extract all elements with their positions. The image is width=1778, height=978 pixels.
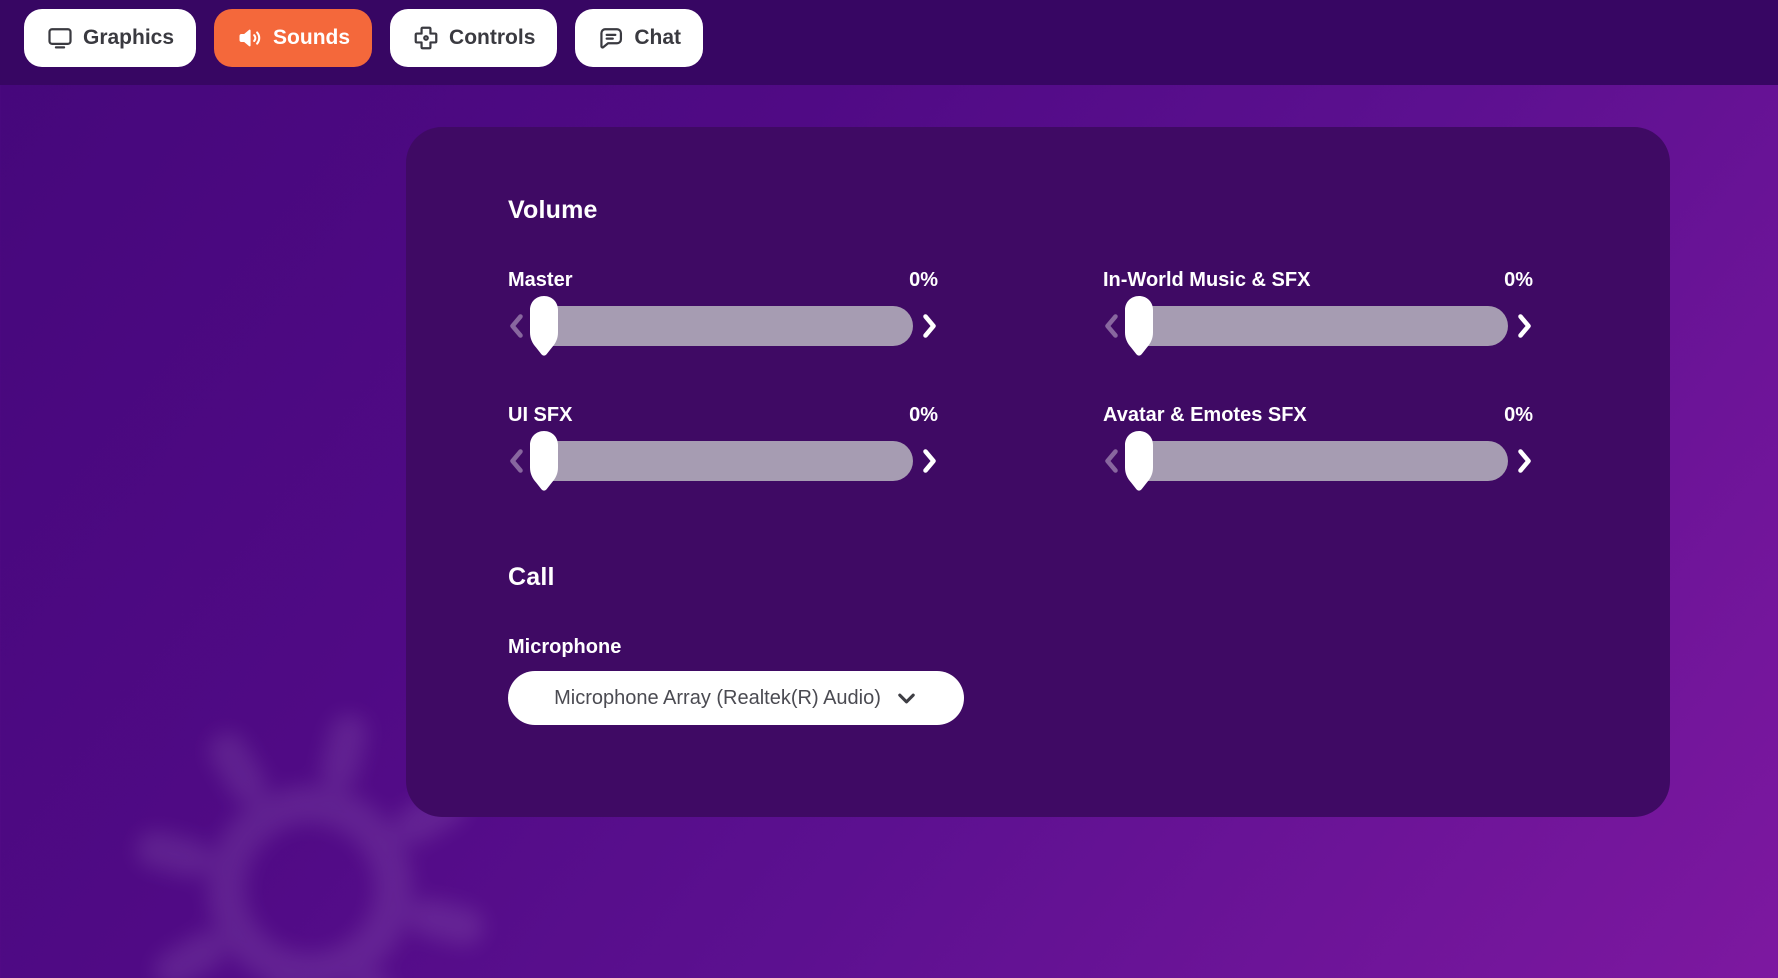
slider-in-world-music-sfx: In-World Music & SFX 0% [1103, 269, 1533, 357]
slider-thumb[interactable] [529, 295, 559, 357]
volume-slider-grid: Master 0% In-World Music & SF [508, 269, 1670, 492]
chevron-left-icon [510, 449, 523, 473]
call-section: Call Microphone Microphone Array (Realte… [508, 564, 1670, 725]
tab-label: Chat [634, 26, 682, 49]
tab-controls[interactable]: Controls [390, 9, 558, 67]
slider-increase-button[interactable] [921, 448, 938, 474]
microphone-label: Microphone [508, 636, 622, 658]
settings-tab-bar: Graphics Sounds Controls Chat [0, 0, 1778, 85]
slider-value: 0% [909, 269, 938, 291]
chevron-right-icon [1518, 449, 1531, 473]
slider-track[interactable] [530, 431, 913, 491]
slider-track[interactable] [1125, 431, 1508, 491]
microphone-selected-value: Microphone Array (Realtek(R) Audio) [554, 686, 881, 709]
dpad-icon [414, 26, 438, 50]
slider-head: In-World Music & SFX 0% [1103, 269, 1533, 291]
microphone-select[interactable]: Microphone Array (Realtek(R) Audio) [508, 671, 964, 725]
slider-ui-sfx: UI SFX 0% [508, 404, 938, 492]
speaker-icon [239, 29, 261, 47]
slider-decrease-button[interactable] [508, 313, 525, 339]
slider-increase-button[interactable] [1516, 313, 1533, 339]
slider-label: UI SFX [508, 404, 573, 426]
slider-thumb[interactable] [1124, 295, 1154, 357]
chevron-left-icon [510, 314, 523, 338]
slider-label: Avatar & Emotes SFX [1103, 404, 1307, 426]
slider-avatar-emotes-sfx: Avatar & Emotes SFX 0% [1103, 404, 1533, 492]
slider-thumb[interactable] [1124, 430, 1154, 492]
slider-track[interactable] [530, 296, 913, 356]
slider-label: In-World Music & SFX [1103, 269, 1311, 291]
tab-graphics[interactable]: Graphics [24, 9, 197, 67]
slider-increase-button[interactable] [1516, 448, 1533, 474]
slider-control [1103, 430, 1533, 492]
tab-label: Controls [449, 26, 536, 49]
slider-value: 0% [909, 404, 938, 426]
slider-increase-button[interactable] [921, 313, 938, 339]
slider-decrease-button[interactable] [508, 448, 525, 474]
chevron-right-icon [923, 449, 936, 473]
tab-label: Sounds [273, 26, 351, 49]
slider-decrease-button[interactable] [1103, 313, 1120, 339]
slider-control [1103, 295, 1533, 357]
slider-control [508, 430, 938, 492]
slider-decrease-button[interactable] [1103, 448, 1120, 474]
tab-chat[interactable]: Chat [575, 9, 704, 67]
sounds-settings-panel: Volume Master 0% [406, 127, 1670, 817]
volume-section-title: Volume [508, 196, 598, 224]
slider-head: UI SFX 0% [508, 404, 938, 426]
chat-bubble-icon [600, 28, 623, 49]
chevron-right-icon [923, 314, 936, 338]
slider-label: Master [508, 269, 573, 291]
slider-track[interactable] [1125, 296, 1508, 356]
tab-label: Graphics [83, 26, 175, 49]
chevron-left-icon [1105, 314, 1118, 338]
tab-sounds[interactable]: Sounds [214, 9, 373, 67]
chevron-left-icon [1105, 449, 1118, 473]
slider-value: 0% [1504, 404, 1533, 426]
slider-thumb[interactable] [529, 430, 559, 492]
slider-value: 0% [1504, 269, 1533, 291]
chevron-right-icon [1518, 314, 1531, 338]
slider-control [508, 295, 938, 357]
slider-master: Master 0% [508, 269, 938, 357]
slider-head: Avatar & Emotes SFX 0% [1103, 404, 1533, 426]
chevron-down-icon [898, 693, 915, 703]
slider-head: Master 0% [508, 269, 938, 291]
call-section-title: Call [508, 563, 555, 591]
monitor-icon [48, 28, 72, 49]
